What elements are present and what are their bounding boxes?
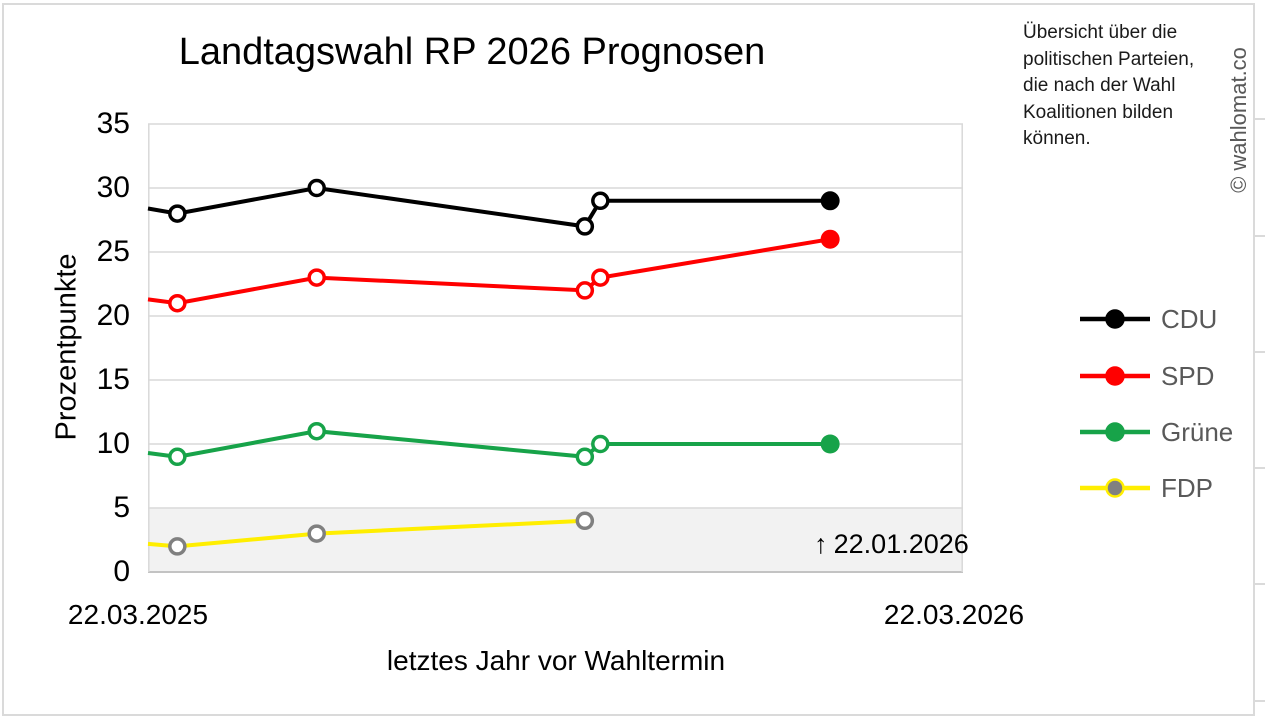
legend-item-spd: SPD	[1078, 359, 1214, 393]
note-line: Übersicht über die	[1023, 22, 1178, 43]
legend-label: FDP	[1161, 472, 1213, 503]
x-axis-title: letztes Jahr vor Wahltermin	[386, 645, 726, 676]
note-line: die nach der Wahl	[1023, 75, 1176, 96]
marker-open-fdp	[168, 537, 187, 556]
y-tick-label: 0	[113, 555, 130, 588]
latest-poll-annotation: ↑ 22.01.2026	[814, 527, 969, 561]
marker-open-grüne	[168, 447, 187, 467]
up-arrow-icon: ↑	[814, 529, 828, 559]
y-tick-label: 25	[96, 235, 130, 268]
y-tick-label: 10	[96, 427, 130, 460]
sheet-gridline-stub	[1255, 351, 1265, 353]
chart-title: Landtagswahl RP 2026 Prognosen	[178, 31, 766, 73]
legend-item-grüne: Grüne	[1078, 415, 1233, 449]
legend-marker-icon	[1080, 366, 1150, 386]
legend-item-fdp: FDP	[1078, 471, 1213, 505]
y-axis-title: Prozentpunkte	[50, 253, 83, 441]
marker-open-grüne	[591, 434, 610, 454]
marker-open-cdu	[307, 178, 326, 198]
marker-open-spd	[591, 268, 610, 287]
y-tick-label: 5	[113, 491, 130, 524]
series-line-spd	[147, 237, 831, 306]
sheet-gridline-stub	[1255, 700, 1265, 702]
y-tick-label: 20	[96, 299, 130, 332]
legend-marker-icon	[1080, 309, 1150, 329]
marker-open-fdp	[307, 524, 326, 543]
note-line: Koalitionen bilden	[1023, 101, 1174, 123]
note-line: können.	[1023, 128, 1091, 149]
marker-open-spd	[168, 293, 187, 313]
plot-area	[147, 123, 963, 573]
watermark-text: © wahlomat.co	[1226, 47, 1251, 193]
y-tick-label: 30	[96, 171, 130, 204]
marker-open-grüne	[307, 421, 326, 441]
y-tick-label: 15	[96, 363, 130, 396]
marker-open-cdu	[591, 191, 610, 211]
sheet-gridline-stub	[1255, 583, 1265, 585]
legend-label: CDU	[1161, 303, 1218, 334]
y-tick-label: 35	[96, 107, 130, 140]
marker-open-grüne	[575, 447, 595, 467]
series-line-cdu	[147, 185, 831, 229]
coalition-note: Übersicht über die politischen Parteien,…	[1023, 20, 1228, 153]
marker-solid-grüne	[820, 434, 840, 454]
marker-solid-spd	[820, 229, 840, 249]
note-line: politischen Parteien,	[1023, 48, 1195, 70]
marker-open-cdu	[168, 204, 187, 223]
marker-solid-cdu	[820, 191, 840, 211]
x-tick-end: 22.03.2026	[883, 599, 1025, 630]
legend-label: SPD	[1161, 360, 1215, 391]
threshold-band	[148, 508, 963, 572]
latest-poll-date: 22.01.2026	[833, 529, 969, 559]
marker-open-cdu	[575, 217, 595, 236]
marker-open-spd	[575, 281, 595, 300]
sheet-gridline-stub	[1255, 467, 1265, 469]
marker-open-spd	[307, 268, 326, 287]
marker-open-fdp	[575, 511, 595, 531]
legend-marker-icon	[1080, 422, 1150, 442]
sheet-gridline-stub	[1255, 235, 1265, 237]
series-line-fdp	[147, 518, 585, 549]
legend-marker-icon	[1080, 478, 1150, 498]
x-tick-start: 22.03.2025	[67, 599, 209, 630]
sheet-gridline-stub	[1255, 118, 1265, 120]
legend-item-cdu: CDU	[1078, 302, 1217, 336]
legend-label: Grüne	[1161, 416, 1234, 447]
